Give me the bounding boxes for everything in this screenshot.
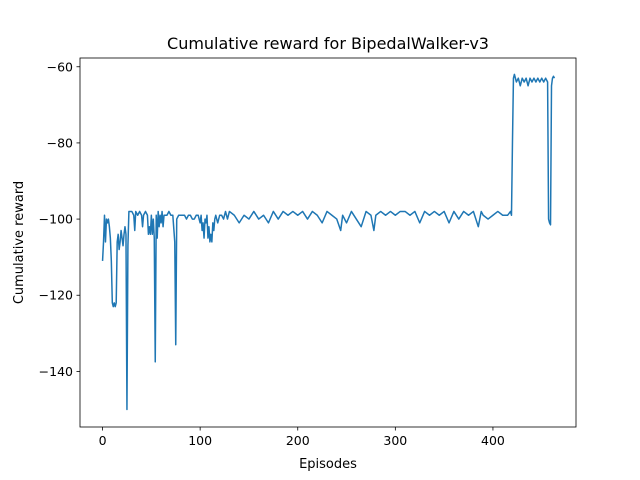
x-tick-label: 200 (286, 433, 310, 448)
series-line-0 (101, 73, 556, 411)
plot-area (79, 57, 577, 428)
y-tick-label: −100 (39, 212, 73, 227)
axes-frame (79, 57, 577, 428)
x-tick-label: 0 (99, 433, 107, 448)
x-tick-label: 300 (383, 433, 407, 448)
y-tick-label: −80 (47, 135, 73, 150)
y-axis-label: Cumulative reward (12, 181, 27, 304)
chart-title: Cumulative reward for BipedalWalker-v3 (167, 34, 489, 53)
y-tick-label: −60 (47, 59, 73, 74)
x-tick-label: 100 (188, 433, 212, 448)
series-layer (101, 73, 556, 411)
y-tick-label: −140 (39, 364, 73, 379)
x-axis-label: Episodes (299, 457, 357, 472)
x-tick-label: 400 (481, 433, 505, 448)
y-tick-label: −120 (39, 288, 73, 303)
y-axis-ticks: −140 −120 −100 −80 −60 (39, 59, 80, 379)
x-axis-ticks: 0 100 200 300 400 (99, 427, 505, 448)
